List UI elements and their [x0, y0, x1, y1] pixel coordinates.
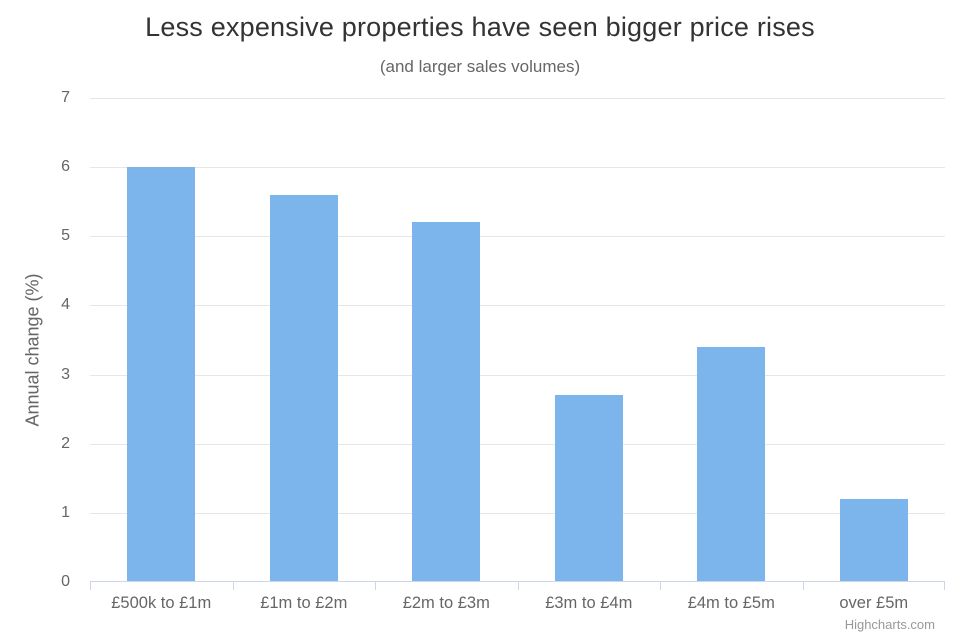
y-axis-label: 1	[61, 503, 70, 521]
x-axis-tick	[802, 582, 804, 590]
y-axis-label: 2	[61, 434, 70, 452]
bar[interactable]	[554, 395, 623, 582]
y-axis-label: 0	[61, 573, 70, 590]
y-axis-label: 6	[61, 158, 70, 176]
bar[interactable]	[269, 194, 338, 582]
gridline	[90, 374, 945, 376]
bar[interactable]	[697, 346, 766, 582]
x-axis-tick	[90, 582, 91, 590]
y-axis-label: 7	[61, 89, 70, 106]
x-axis-tick	[660, 582, 661, 590]
bar[interactable]	[412, 222, 481, 582]
gridline	[90, 98, 945, 99]
x-axis-label: £1m to £2m	[260, 594, 348, 612]
y-axis-title: Annual change (%)	[22, 273, 43, 427]
y-axis-label: 4	[61, 296, 70, 314]
chart-subtitle: (and larger sales volumes)	[379, 57, 581, 76]
highcharts-credit-link[interactable]: Highcharts.com	[844, 617, 935, 632]
bar[interactable]	[839, 499, 908, 582]
gridline	[90, 512, 945, 514]
y-axis-label: 5	[61, 227, 70, 245]
x-axis-tick	[944, 582, 945, 590]
bar[interactable]	[127, 167, 196, 582]
x-axis-label: £3m to £4m	[545, 594, 633, 612]
gridline	[90, 236, 945, 238]
x-axis-label: £2m to £3m	[402, 594, 490, 612]
chart-title: Less expensive properties have seen bigg…	[145, 12, 815, 42]
x-axis-tick	[232, 582, 234, 590]
gridline	[90, 167, 945, 169]
x-axis-label: over £5m	[839, 594, 909, 612]
plot-area: 0 1 2 3 4 5 6 7 £500k to £1m £1m to £2m £2m to £3m…	[61, 89, 945, 612]
x-axis-tick	[375, 582, 376, 590]
x-axis-label: £500k to £1m	[111, 594, 212, 612]
gridline	[90, 305, 945, 307]
x-axis-line	[90, 581, 945, 582]
y-axis-label: 3	[61, 365, 70, 383]
x-axis-label: £4m to £5m	[687, 594, 775, 612]
gridline	[90, 443, 945, 445]
x-axis-tick	[517, 582, 519, 590]
